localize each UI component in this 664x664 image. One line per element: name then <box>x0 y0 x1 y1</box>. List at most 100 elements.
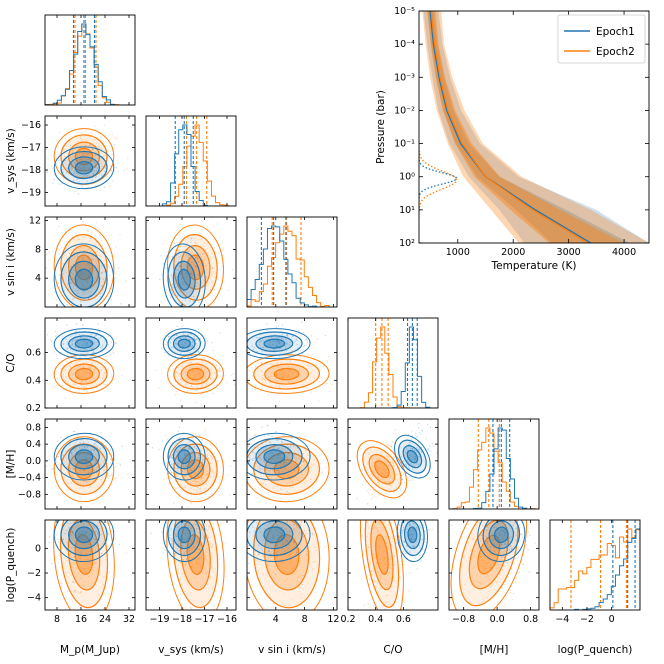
panel-vsys-vs-vsys <box>145 115 237 207</box>
contour-outer-epoch2 <box>247 520 330 610</box>
contour-outer-epoch1 <box>162 328 206 360</box>
histogram-epoch1 <box>247 225 337 307</box>
contour-epoch1 <box>403 520 421 550</box>
axes-frame <box>44 14 136 106</box>
pt-y-tick-label: 10² <box>399 238 415 249</box>
x-tick-label: 4 <box>273 614 279 625</box>
contour-epoch1 <box>177 449 191 465</box>
contour-epoch1 <box>68 520 100 550</box>
ylabel-mh: [M/H] <box>5 450 17 479</box>
contour-outer-epoch1 <box>162 243 206 307</box>
y-tick-label: 0.2 <box>26 403 41 414</box>
histogram-epoch1 <box>449 427 539 509</box>
contour-epoch2 <box>362 446 402 492</box>
panel-mp-vs-mp <box>44 14 136 106</box>
contour-epoch2 <box>180 363 211 385</box>
samples-epoch1 <box>247 422 307 490</box>
median-line-Epoch1 <box>429 11 592 243</box>
axis-labels: M_p(M_Jup) v_sys (km/s) v_sys (km/s) v sin … <box>5 128 632 656</box>
ylabel-vsys: v_sys (km/s) <box>5 128 17 193</box>
contour-epoch2 <box>374 460 390 479</box>
y-tick-label: −17 <box>21 143 41 154</box>
samples-epoch1 <box>151 426 213 494</box>
samples-epoch2 <box>49 520 127 610</box>
contour-epoch1 <box>488 520 515 550</box>
axes-frame <box>44 418 136 510</box>
pt-x-tick-label: 2000 <box>501 247 525 258</box>
panel-co-vs-vsini <box>246 317 338 409</box>
y-tick-label: 8 <box>35 244 41 255</box>
contour-epoch2 <box>264 363 310 385</box>
panel-pq-vs-mp: 8 16 24 32 −4 −2 0 <box>27 519 136 625</box>
contour-epoch1 <box>68 335 100 352</box>
x-tick-label: 0.2 <box>340 614 355 625</box>
pt-profile-plot: 1000 2000 3000 4000 10⁻⁵ 10⁻⁴ 10⁻³ 10⁻² 10⁻¹ 10⁰ 1… <box>375 6 650 272</box>
axes-frame <box>246 519 338 611</box>
pt-x-tick-label: 1000 <box>446 247 470 258</box>
xlabel-pq: log(P_quench) <box>558 644 633 656</box>
pt-y-tick-label: 10⁻² <box>394 105 415 116</box>
pt-x-tick-label: 4000 <box>612 247 636 258</box>
panel-pq-vs-vsys: −19 −18 −17 −16 <box>145 519 237 625</box>
contour-epoch1 <box>247 520 303 557</box>
x-tick-label: 32 <box>123 614 135 625</box>
pt-ylabel: Pressure (bar) <box>375 90 387 164</box>
contour-epoch1 <box>255 444 294 470</box>
contour-epoch1 <box>60 437 108 476</box>
contour-outer-epoch2 <box>167 224 224 307</box>
panel-pq-vs-vsini: 4 8 12 <box>246 519 339 625</box>
contour-epoch1 <box>172 260 196 299</box>
contour-epoch1 <box>407 526 418 544</box>
panel-vsys-vs-mp: −19 −18 −17 −16 <box>21 115 136 207</box>
y-tick-label: −16 <box>21 120 41 131</box>
contour-epoch1 <box>406 449 419 464</box>
contour-epoch1 <box>60 251 108 307</box>
x-tick-label: −18 <box>172 614 192 625</box>
legend-label-Epoch2: Epoch2 <box>596 46 635 58</box>
histogram-epoch2 <box>247 225 337 307</box>
contour-epoch1 <box>177 338 191 349</box>
x-tick-label: −4 <box>555 614 569 625</box>
xlabel-mh: [M/H] <box>480 644 509 656</box>
ylabel-pq: log(P_quench) <box>5 528 17 603</box>
panel-mh-vs-mp: −0.8 −0.4 0.0 0.4 0.8 <box>18 418 136 510</box>
y-tick-label: 0.6 <box>26 348 41 359</box>
contour-epoch2 <box>264 451 310 487</box>
y-tick-label: −0.4 <box>18 473 41 484</box>
x-tick-label: −0.8 <box>452 614 475 625</box>
contour-epoch2 <box>74 367 94 381</box>
contour-epoch1 <box>255 520 294 550</box>
x-tick-label: 8 <box>302 614 308 625</box>
xlabel-co: C/O <box>383 644 402 656</box>
xlabel-vsini: v sin i (km/s) <box>258 644 326 656</box>
pt-y-tick-label: 10⁻¹ <box>394 139 415 150</box>
contour-epoch1 <box>177 268 191 291</box>
contour-epoch1 <box>167 437 202 476</box>
histogram-epoch1 <box>45 23 135 105</box>
axes-frame <box>347 418 439 510</box>
contour-epoch1 <box>172 444 196 470</box>
contour-outer-epoch1 <box>477 520 526 562</box>
legend: Epoch1 Epoch2 <box>557 14 646 64</box>
contour-epoch2 <box>375 534 389 575</box>
contour-epoch2 <box>68 363 100 385</box>
contour-outer-epoch1 <box>53 243 115 307</box>
samples-epoch1 <box>45 144 125 195</box>
axes-frame <box>145 115 237 207</box>
contour-outer-epoch1 <box>396 520 428 563</box>
axes-frame <box>347 317 439 409</box>
band-1sigma-Epoch1 <box>427 11 630 243</box>
histogram-epoch1 <box>348 326 438 408</box>
contour-epoch1 <box>177 526 191 544</box>
axes-frame <box>145 216 237 308</box>
contour-epoch1 <box>74 449 94 465</box>
y-tick-label: −2 <box>27 568 41 579</box>
axes-frame <box>145 519 237 611</box>
contour-outer-epoch2 <box>247 354 330 394</box>
contour-epoch2 <box>273 367 300 381</box>
contour-outer-epoch2 <box>53 436 115 503</box>
panel-vsini-vs-mp: 4 8 12 <box>29 216 136 308</box>
panel-co-vs-co <box>347 317 439 409</box>
histogram-epoch2 <box>449 427 539 509</box>
xlabel-vsys: v_sys (km/s) <box>158 644 223 656</box>
